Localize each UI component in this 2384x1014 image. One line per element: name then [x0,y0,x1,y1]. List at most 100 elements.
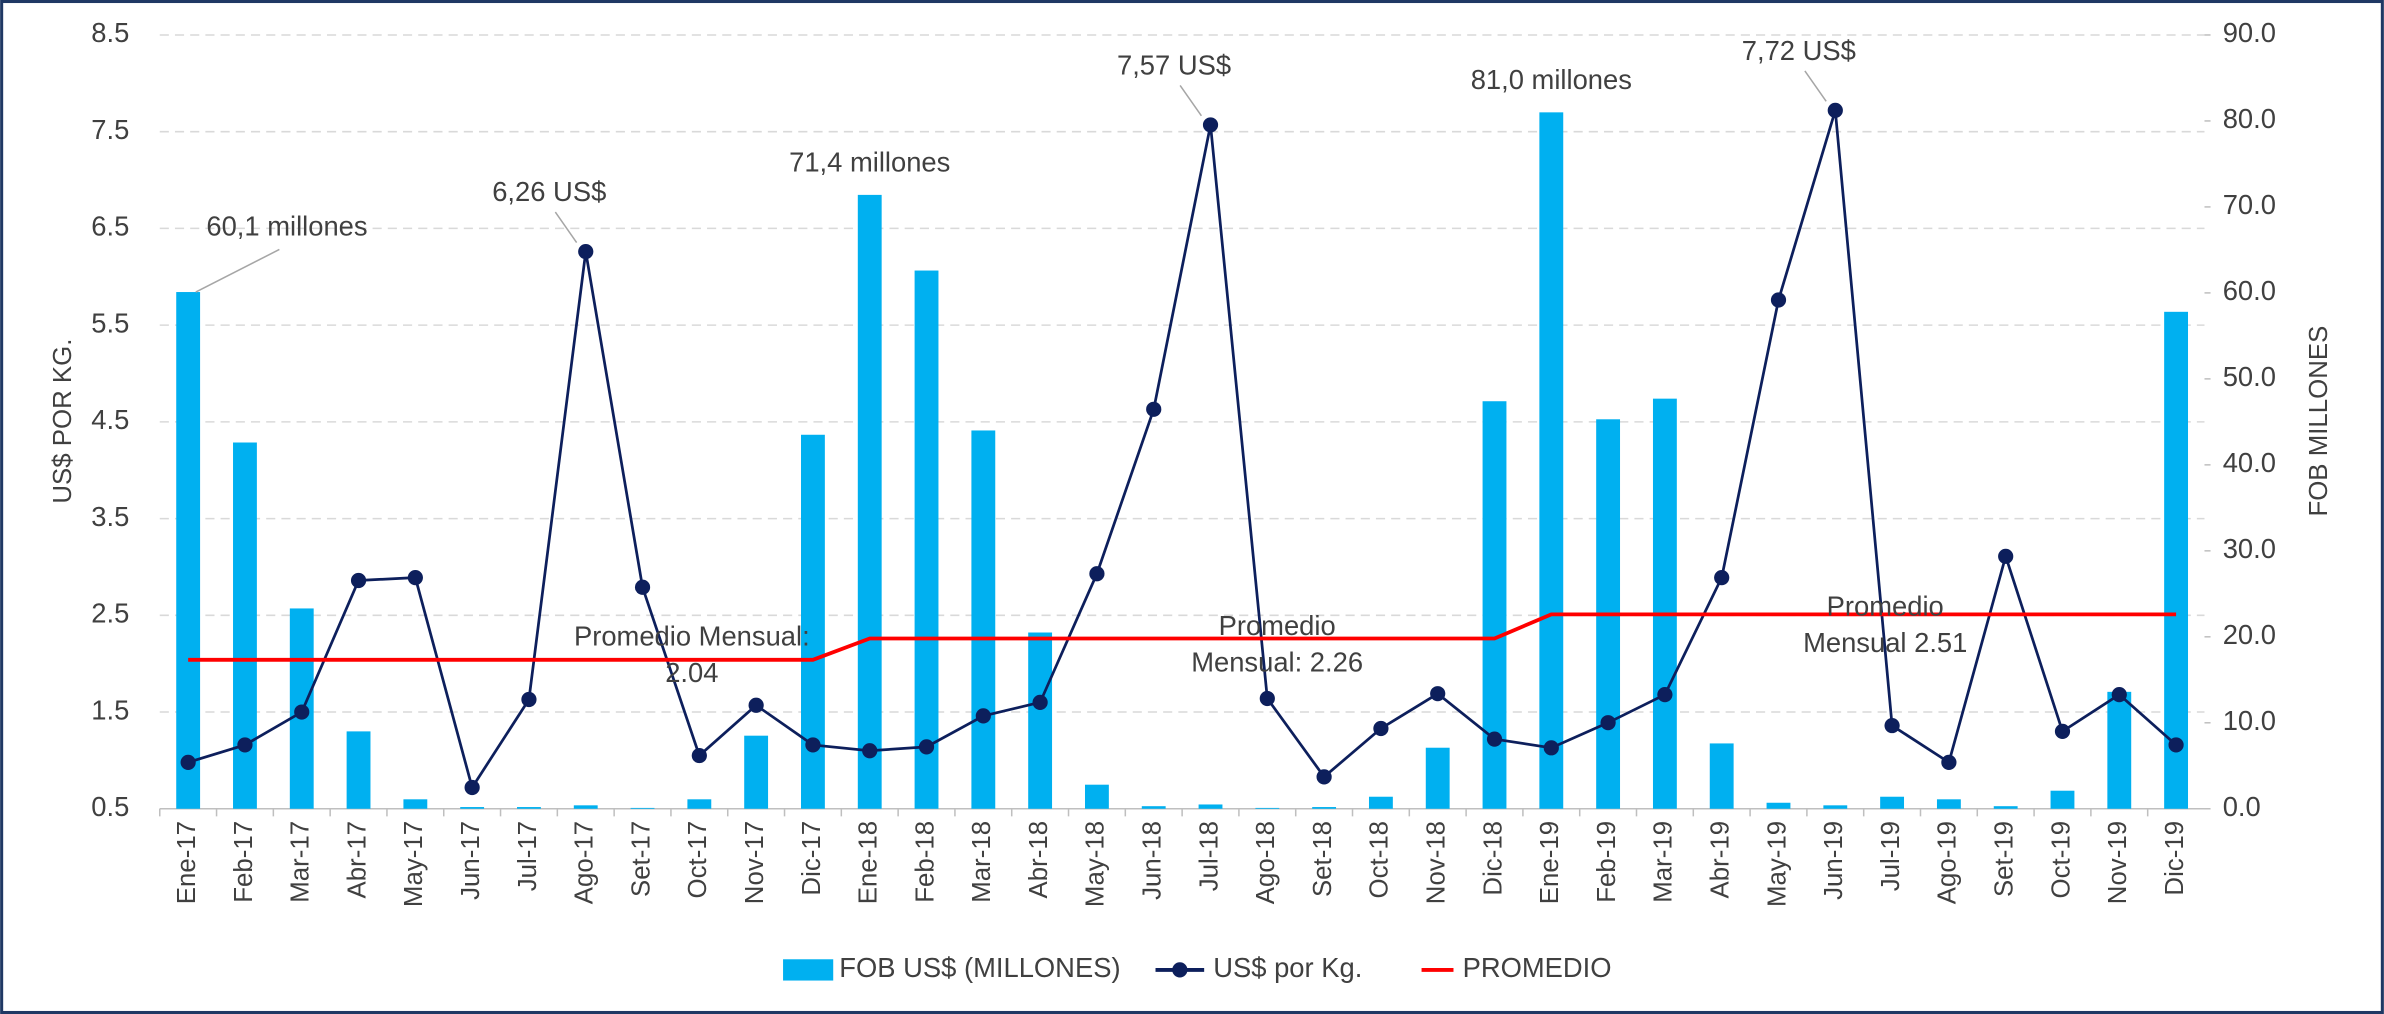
bar [176,292,201,809]
line [188,612,2177,662]
average-annotation: 2.04 [665,657,718,688]
x-tick-label: Ago-18 [1252,821,1280,904]
y-tick-label: 6.5 [91,211,129,242]
x-tick-label: Jun-18 [1139,821,1167,900]
legend-label: PROMEDIO [1463,952,1612,983]
bar-value-label: 60,1 millones [206,210,367,241]
x-tick-label: Feb-18 [911,821,939,903]
line-marker [1202,117,1219,133]
bar [687,799,712,809]
average-annotation: Promedio Mensual: [574,621,810,652]
line-marker [748,697,764,713]
y2-tick-label: 60.0 [2223,275,2276,306]
line-marker [1259,690,1275,707]
line-marker [691,747,707,764]
y-tick-label: 4.5 [91,404,129,435]
x-tick-label: Mar-18 [968,821,996,903]
x-tick-label: Jun-17 [457,821,485,900]
y2-axis-label: FOB MILLONES [2305,326,2333,517]
bar [1766,802,1791,809]
average-annotation: Mensual: 2.26 [1191,647,1363,678]
x-tick-label: Dic-19 [2161,821,2189,896]
x-tick-label: Ene-18 [855,821,883,904]
bar [1709,743,1734,809]
x-tick-label: Oct-19 [2047,821,2075,899]
bar [1482,401,1507,809]
bar [403,799,428,809]
bar-value-label: 81,0 millones [1471,64,1632,95]
x-tick-label: Ago-19 [1934,821,1962,904]
x-tick-label: Set-18 [1309,821,1337,897]
line-marker [1316,769,1332,785]
line-marker [464,779,480,796]
x-tick-label: May-18 [1082,821,1110,907]
bar [233,442,257,809]
y2-tick-label: 50.0 [2223,361,2276,392]
y-tick-label: 1.5 [91,694,129,725]
line-marker [350,572,367,589]
line-marker [1032,694,1048,710]
line-marker [1714,569,1730,586]
point-value-label: 7,57 US$ [1117,49,1231,80]
bar [630,807,655,809]
y-tick-label: 5.5 [91,307,129,338]
bar [1936,799,1961,809]
line-marker [1146,401,1162,417]
y2-tick-label: 0.0 [2223,791,2261,822]
bar [1084,784,1109,809]
x-tick-label: Feb-17 [230,821,258,903]
line-marker [1770,292,1787,308]
x-tick-label: Oct-18 [1366,821,1394,899]
bar-value-label: 71,4 millones [789,147,950,178]
line-marker [634,579,651,595]
bar [1880,796,1905,809]
x-tick-label: Set-19 [1991,821,2019,897]
legend-swatch [783,959,834,981]
x-tick-label: May-17 [400,821,428,907]
point-value-label: 6,26 US$ [492,176,606,207]
line-marker [1998,548,2014,564]
point-value-label: 7,72 US$ [1742,35,1856,66]
legend-label: FOB US$ (MILLONES) [839,952,1120,983]
line-marker [1430,686,1446,702]
x-tick-label: Nov-18 [1423,821,1451,904]
bar [1993,806,2018,809]
bar [1028,632,1053,809]
x-tick-label: May-19 [1763,821,1791,907]
bar [1823,805,1848,809]
y2-tick-label: 30.0 [2223,533,2276,564]
line-marker [805,737,821,753]
y-tick-label: 2.5 [91,598,129,629]
bar [801,434,825,809]
line-marker [1941,754,1957,770]
bar [1652,398,1677,809]
y-axis-label: US$ POR KG. [49,339,77,504]
line-marker [1543,740,1559,756]
x-tick-label: Set-17 [627,821,655,897]
bar [2164,311,2189,809]
x-tick-label: Nov-19 [2104,821,2132,904]
bar [1255,807,1280,809]
x-tick-label: Mar-19 [1650,821,1678,903]
y2-tick-label: 80.0 [2223,103,2276,134]
x-tick-label: Feb-19 [1593,821,1621,903]
line-marker [1657,687,1673,703]
bar [914,270,939,809]
x-tick-label: Abr-18 [1025,821,1053,899]
x-tick-label: Dic-17 [798,821,826,896]
bar [744,735,769,809]
bar [573,805,598,809]
line-marker [294,704,310,720]
bar [1368,796,1393,809]
leader-line [554,211,578,243]
line-marker [862,743,878,759]
line-marker [1373,720,1389,737]
line-marker [1089,566,1105,582]
x-tick-label: Ene-17 [173,821,201,904]
line-marker [1827,102,1843,119]
legend-marker [1172,962,1188,978]
bar [460,807,485,809]
y-tick-label: 7.5 [91,114,129,145]
